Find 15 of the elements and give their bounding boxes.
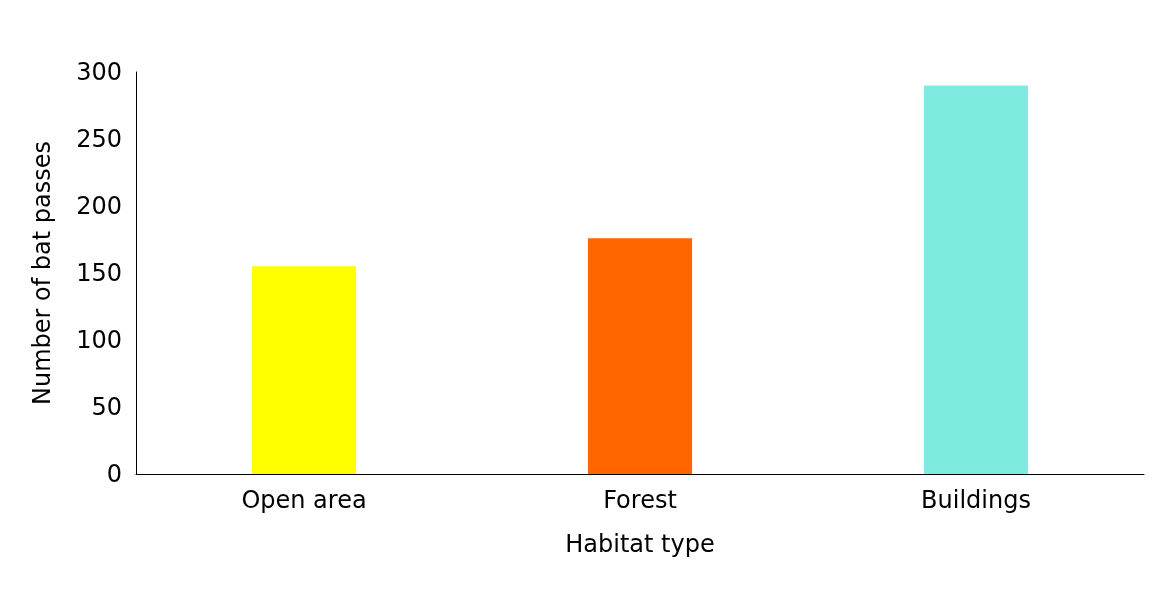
bar	[923, 85, 1029, 474]
y-tick-label: 250	[76, 125, 122, 153]
x-tick-label: Forest	[603, 486, 677, 514]
x-tick-label: Open area	[241, 486, 367, 514]
y-tick-label: 300	[76, 58, 122, 86]
y-tick-label: 150	[76, 259, 122, 287]
y-tick-label: 0	[106, 460, 122, 488]
bar	[251, 266, 357, 474]
y-tick-label: 50	[91, 393, 122, 421]
x-axis-title: Habitat type	[565, 530, 715, 558]
y-tick-label: 100	[76, 326, 122, 354]
y-axis-title: Number of bat passes	[28, 141, 56, 405]
bar	[587, 238, 693, 474]
x-tick-label: Buildings	[921, 486, 1031, 514]
y-tick-label: 200	[76, 192, 122, 220]
